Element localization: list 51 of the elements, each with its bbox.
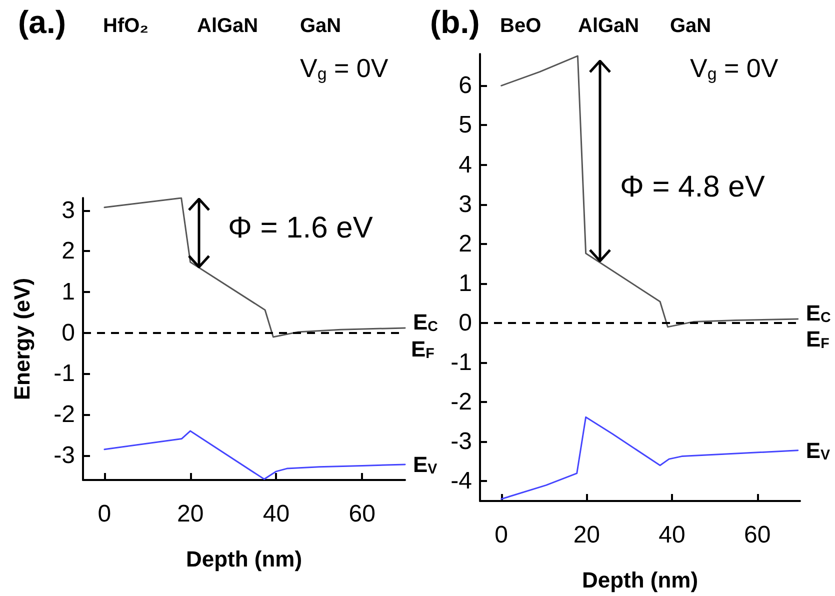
annotation: Φ = 4.8 eV xyxy=(620,170,765,204)
x-tick-label: 20 xyxy=(176,500,204,528)
x-axis-title: Depth (nm) xyxy=(186,546,302,572)
series-label: EV xyxy=(806,438,831,464)
text: GaN xyxy=(670,15,712,37)
text: BeO xyxy=(500,15,542,37)
y-tick-label: 3 xyxy=(458,190,472,218)
y-tick-label: -2 xyxy=(450,388,472,416)
x-tick-label: 40 xyxy=(262,500,290,528)
y-tick-label: -3 xyxy=(450,428,472,456)
x-axis-title: Depth (nm) xyxy=(582,568,698,592)
line-series xyxy=(500,55,799,328)
chart-title: (a.) xyxy=(18,4,66,40)
y-tick-label: 0 xyxy=(458,309,472,336)
line-series xyxy=(500,416,799,500)
x-tick-label: 60 xyxy=(744,522,771,548)
y-tick-label: 2 xyxy=(62,238,75,265)
series-label: EV xyxy=(413,452,438,478)
y-tick-label: -1 xyxy=(450,349,472,376)
y-tick-label: -2 xyxy=(54,401,75,428)
ref-line-label: EF xyxy=(806,326,830,352)
series-label: EC xyxy=(413,309,438,335)
x-tick-label: 0 xyxy=(98,500,112,528)
series-label: EC xyxy=(806,300,831,326)
x-tick-label: 60 xyxy=(348,500,376,528)
x-tick-label: 40 xyxy=(658,522,686,548)
y-tick-label: 1 xyxy=(458,270,472,297)
x-tick-label: 0 xyxy=(494,522,508,548)
y-tick-label: -4 xyxy=(450,468,472,495)
text: GaN xyxy=(300,15,342,37)
y-tick-label: 5 xyxy=(458,112,472,139)
x-tick-label: 20 xyxy=(573,522,600,548)
y-tick-label: 4 xyxy=(458,151,472,178)
text: AlGaN xyxy=(578,15,640,37)
y-tick-label: 3 xyxy=(62,196,75,224)
ref-line-label: EF xyxy=(411,336,435,362)
y-tick-label: 0 xyxy=(62,319,75,346)
line-series xyxy=(104,197,406,338)
y-tick-label: 1 xyxy=(62,278,75,306)
y-tick-label: 6 xyxy=(458,72,472,100)
annotation: Φ = 1.6 eV xyxy=(228,212,373,244)
text: HfO₂ xyxy=(103,15,149,37)
y-tick-label: -1 xyxy=(54,360,75,388)
line-series xyxy=(104,430,406,480)
text: Vg = 0V xyxy=(300,53,389,84)
chart-title: (b.) xyxy=(430,4,480,40)
y-tick-label: 2 xyxy=(458,230,472,258)
text: AlGaN xyxy=(197,15,258,37)
y-axis-title: Energy (eV) xyxy=(10,278,34,400)
annotation: Vg = 0V xyxy=(690,53,779,84)
y-tick-label: -3 xyxy=(54,442,75,469)
